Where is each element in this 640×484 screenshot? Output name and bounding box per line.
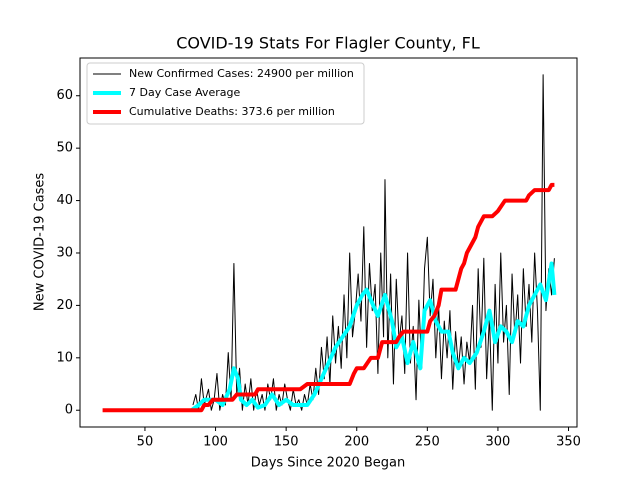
y-tick-label: 10 [56, 350, 73, 365]
series-line [102, 182, 555, 413]
y-tick-label: 20 [56, 298, 73, 313]
y-tick-label: 0 [65, 403, 73, 418]
x-tick-label: 50 [137, 435, 154, 450]
x-tick-label: 300 [486, 435, 511, 450]
x-tick-label: 150 [274, 435, 299, 450]
x-tick-label: 350 [556, 435, 581, 450]
y-tick-label: 60 [56, 88, 73, 103]
x-tick-label: 100 [203, 435, 228, 450]
legend-label: Cumulative Deaths: 373.6 per million [129, 105, 335, 118]
legend-box [86, 62, 365, 125]
legend-label: 7 Day Case Average [129, 86, 241, 99]
y-axis-label: New COVID-19 Cases [33, 173, 48, 311]
y-tick-label: 30 [56, 245, 73, 260]
x-tick-label: 200 [344, 435, 369, 450]
y-tick-label: 40 [56, 193, 73, 208]
plot-frame [79, 57, 578, 428]
chart-title: COVID-19 Stats For Flagler County, FL [176, 34, 480, 53]
legend-label: New Confirmed Cases: 24900 per million [129, 67, 354, 80]
x-tick-label: 250 [415, 435, 440, 450]
series-line [190, 261, 557, 412]
y-tick-label: 50 [56, 141, 73, 156]
x-axis-label: Days Since 2020 Began [251, 456, 406, 471]
